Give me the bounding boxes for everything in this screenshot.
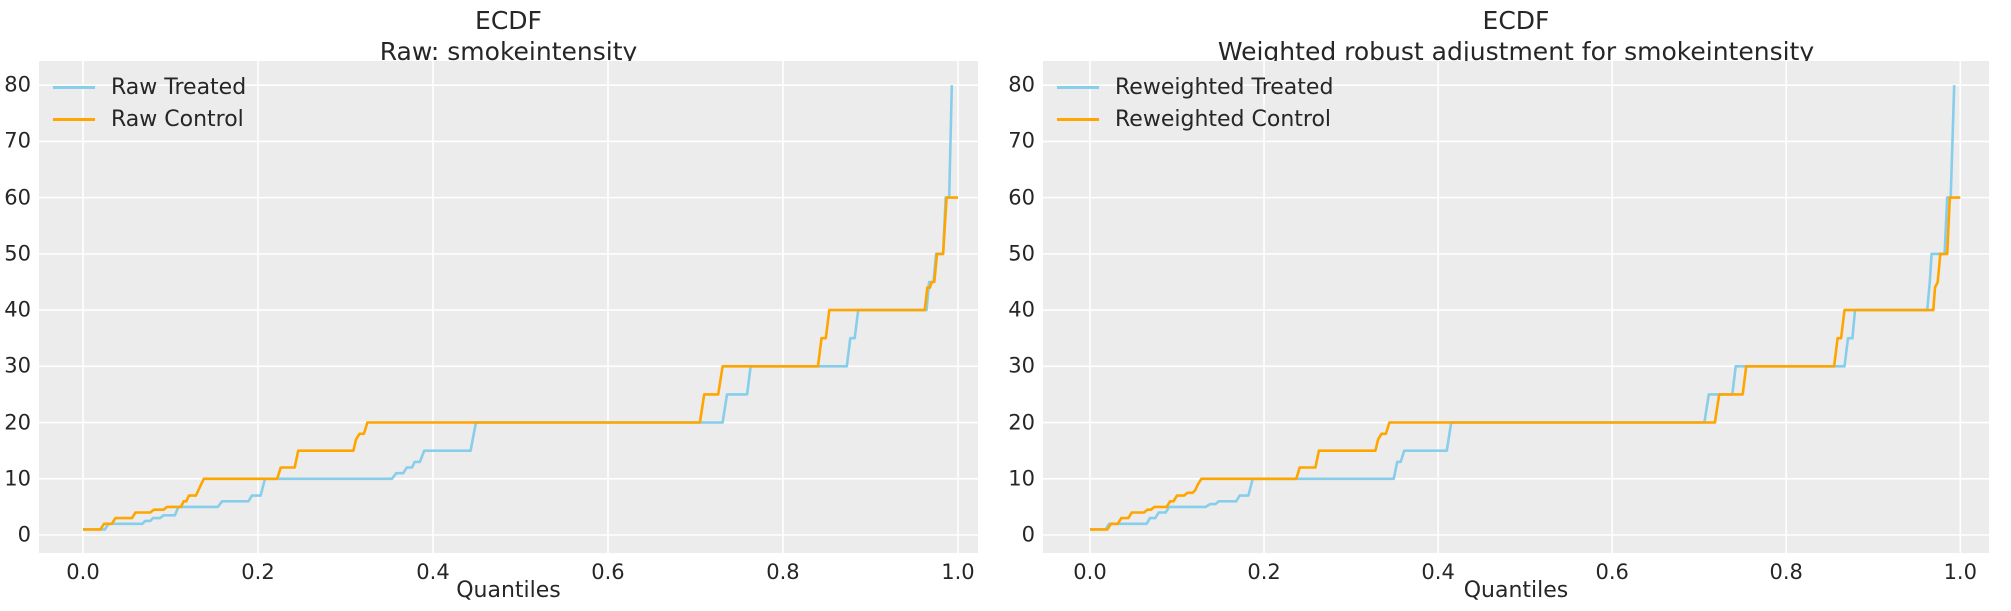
x-tick-label: 0.4 [416, 560, 450, 584]
left-plot-canvas [39, 61, 978, 553]
y-tick-label: 70 [1008, 128, 1035, 153]
x-tick-label: 0.0 [1073, 560, 1107, 584]
y-tick-label: 40 [4, 297, 31, 322]
legend-item: Raw Control [53, 105, 246, 134]
y-tick-label: 10 [4, 466, 31, 491]
right-plot-title: ECDF Weighted robust adjustment for smok… [1043, 5, 1989, 68]
x-tick-label: 1.0 [941, 560, 975, 584]
treated-line-swatch [53, 86, 95, 89]
left-plot-legend: Raw Treated Raw Control [53, 73, 246, 134]
y-tick-label: 0 [17, 522, 31, 547]
control-line-swatch [1057, 118, 1099, 121]
x-tick-label: 0.8 [766, 560, 800, 584]
y-tick-label: 50 [4, 241, 31, 266]
x-tick-label: 1.0 [1943, 560, 1977, 584]
y-tick-label: 80 [1008, 72, 1035, 97]
y-tick-label: 80 [4, 72, 31, 97]
y-tick-label: 20 [4, 410, 31, 435]
x-tick-label: 0.0 [66, 560, 100, 584]
x-tick-label: 0.6 [1595, 560, 1629, 584]
right-plot-legend: Reweighted Treated Reweighted Control [1057, 73, 1333, 134]
reweighted-treated-line [1090, 85, 1956, 531]
legend-label: Raw Treated [111, 75, 247, 100]
y-tick-label: 50 [1008, 241, 1035, 266]
x-tick-label: 0.2 [1247, 560, 1281, 584]
control-line-swatch [53, 118, 95, 121]
y-tick-label: 0 [1021, 522, 1035, 547]
treated-line-swatch [1057, 86, 1099, 89]
right-plot-axes: Reweighted Treated Reweighted Control 0 1… [1008, 61, 1989, 584]
legend-label: Reweighted Treated [1115, 75, 1334, 100]
x-tick-label: 0.4 [1421, 560, 1455, 584]
legend-label: Raw Control [111, 107, 244, 132]
raw-treated-line [83, 85, 954, 531]
right-title-line1: ECDF [1482, 6, 1550, 35]
y-tick-label: 30 [4, 353, 31, 378]
reweighted-control-line [1090, 196, 1961, 531]
y-tick-label: 70 [4, 128, 31, 153]
left-plot-axes: Raw Treated Raw Control 0 10 20 30 40 50 60 70 8… [4, 61, 978, 584]
y-tick-label: 10 [1008, 466, 1035, 491]
left-x-axis-label: Quantiles [456, 578, 561, 603]
left-plot-title: ECDF Raw: smokeintensity [39, 5, 978, 68]
right-x-axis-label: Quantiles [1463, 578, 1569, 603]
right-plot-canvas [1043, 61, 1989, 553]
legend-item: Reweighted Control [1057, 105, 1333, 134]
x-tick-label: 0.2 [241, 560, 275, 584]
y-tick-label: 40 [1008, 297, 1035, 322]
legend-label: Reweighted Control [1115, 107, 1332, 132]
x-tick-label: 0.6 [591, 560, 625, 584]
left-title-line1: ECDF [475, 6, 542, 35]
y-tick-label: 30 [1008, 353, 1035, 378]
legend-item: Reweighted Treated [1057, 73, 1333, 102]
legend-item: Raw Treated [53, 73, 246, 102]
x-tick-label: 0.8 [1769, 560, 1803, 584]
raw-control-line [83, 196, 958, 531]
y-tick-label: 60 [1008, 185, 1035, 210]
y-tick-label: 20 [1008, 410, 1035, 435]
y-tick-label: 60 [4, 185, 31, 210]
